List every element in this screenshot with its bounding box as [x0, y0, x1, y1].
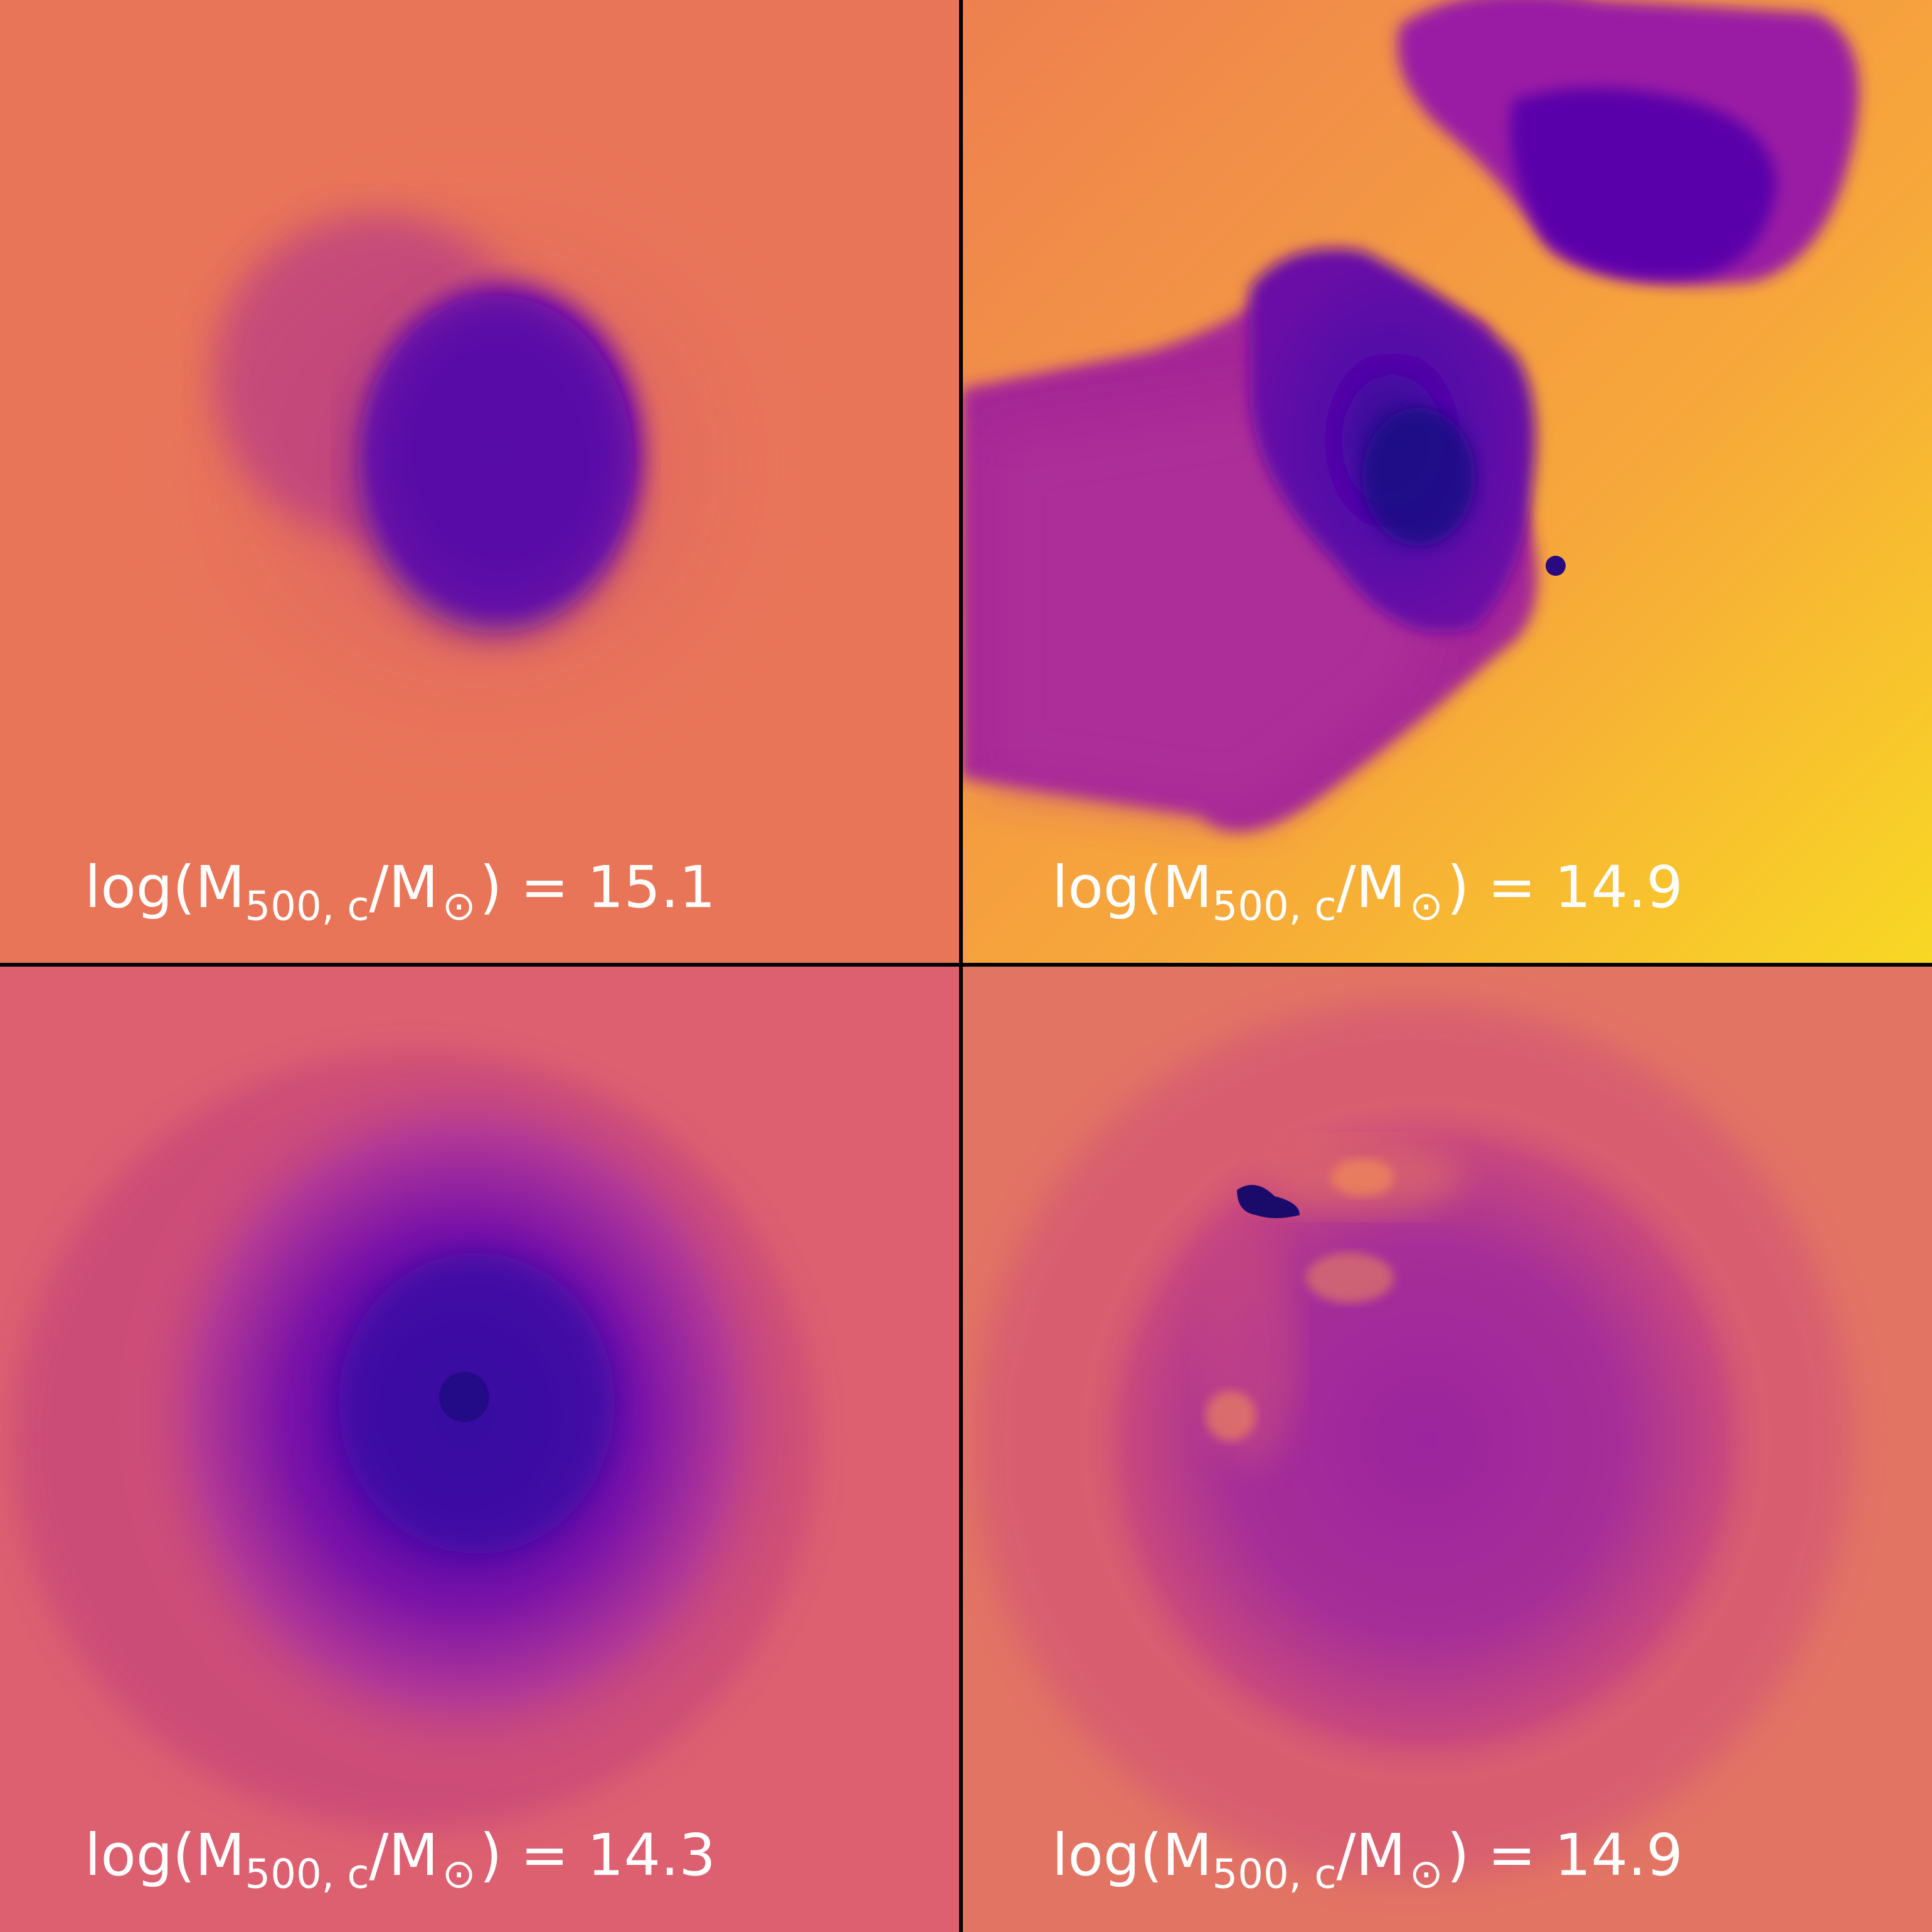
mass-label-1: log(M500, c/M⊙) = 15.1 — [85, 853, 716, 930]
cluster-map-1 — [0, 0, 961, 964]
cluster-map-3 — [0, 964, 961, 1932]
mass-label-3: log(M500, c/M⊙) = 14.3 — [85, 1821, 716, 1898]
cluster-map-2 — [961, 0, 1932, 964]
cluster-panel-4: log(M500, c/M⊙) = 14.9 — [961, 964, 1932, 1932]
cluster-panel-3: log(M500, c/M⊙) = 14.3 — [0, 964, 961, 1932]
cluster-map-4 — [961, 964, 1932, 1932]
cluster-panel-1: log(M500, c/M⊙) = 15.1 — [0, 0, 961, 964]
cluster-panel-2: log(M500, c/M⊙) = 14.9 — [961, 0, 1932, 964]
horizontal-divider — [0, 963, 1932, 967]
mass-label-4: log(M500, c/M⊙) = 14.9 — [1052, 1821, 1683, 1898]
mass-label-2: log(M500, c/M⊙) = 14.9 — [1052, 853, 1683, 930]
